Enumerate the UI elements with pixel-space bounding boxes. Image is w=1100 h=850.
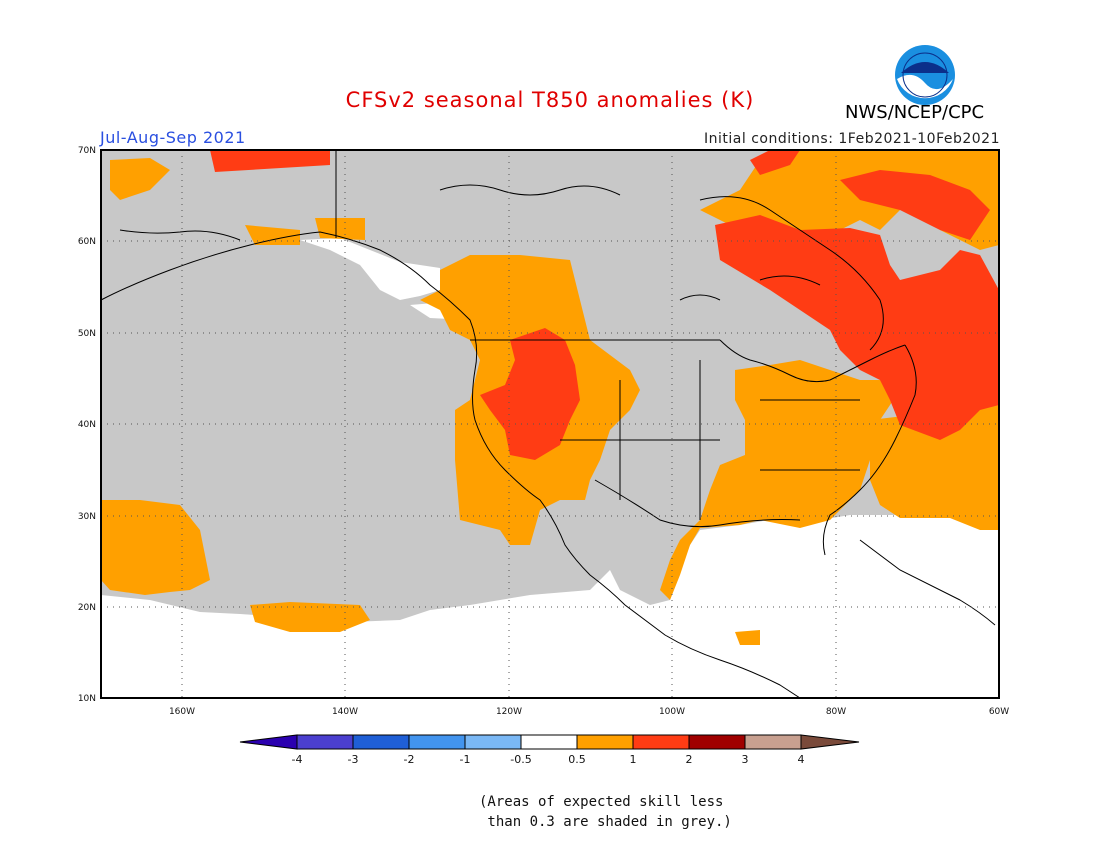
organization-label: NWS/NCEP/CPC [845,102,985,123]
lat-label: 50N [78,329,96,339]
colorbar-label: -3 [348,753,359,766]
colorbar-swatch [632,734,690,750]
map-title: CFSv2 seasonal T850 anomalies (K) [345,88,755,112]
colorbar-swatch [408,734,466,750]
lat-label: 70N [78,146,96,156]
lon-label: 100W [659,707,685,717]
map-shading [101,150,999,698]
longitude-labels: 160W 140W 120W 100W 80W 60W [169,707,1009,717]
colorbar-swatch [520,734,578,750]
colorbar-label: 0.5 [568,753,586,766]
colorbar-label: -0.5 [510,753,531,766]
lat-label: 20N [78,603,96,613]
lon-label: 80W [826,707,846,717]
colorbar-swatch [744,734,802,750]
colorbar-label: -2 [404,753,415,766]
orange-anomaly-pacific-southwest [101,500,210,595]
lat-label: 40N [78,420,96,430]
colorbar-swatch [296,734,354,750]
lon-label: 160W [169,707,195,717]
forecast-period: Jul-Aug-Sep 2021 [100,128,246,147]
noaa-logo [893,43,957,107]
colorbar-label: 3 [742,753,749,766]
lon-label: 140W [332,707,358,717]
lat-label: 60N [78,237,96,247]
footnote: (Areas of expected skill less than 0.3 a… [479,792,732,832]
footnote-line-1: (Areas of expected skill less [479,794,724,810]
colorbar-label: 4 [798,753,805,766]
red-anomaly-northeast [715,215,999,440]
map-frame [100,149,1000,699]
colorbar-swatch [688,734,746,750]
lat-label: 10N [78,694,96,704]
lon-label: 60W [989,707,1009,717]
colorbar-label: -4 [292,753,303,766]
colorbar-swatch [464,734,522,750]
graticule [101,150,999,698]
colorbar: -4 -3 -2 -1 -0.5 0.5 1 2 3 4 [239,734,860,766]
orange-anomaly-pacific-south [250,602,370,632]
colorbar-swatch [576,734,634,750]
colorbar-arrow-left [239,734,298,750]
footnote-line-2: than 0.3 are shaded in grey.) [479,814,732,830]
initial-conditions: Initial conditions: 1Feb2021-10Feb2021 [704,131,1000,147]
orange-anomaly-east-us [660,360,900,600]
colorbar-label: 1 [630,753,637,766]
colorbar-label: 2 [686,753,693,766]
latitude-labels: 70N 60N 50N 40N 30N 20N 10N [78,146,96,704]
red-anomaly-rockies [480,328,580,460]
orange-anomaly-atlantic [870,405,999,530]
colorbar-swatch [352,734,410,750]
lon-label: 120W [496,707,522,717]
colorbar-label: -1 [460,753,471,766]
colorbar-arrow-right [800,734,860,750]
coastlines [101,150,996,698]
lat-label: 30N [78,512,96,522]
red-anomaly-quebec [840,170,990,240]
